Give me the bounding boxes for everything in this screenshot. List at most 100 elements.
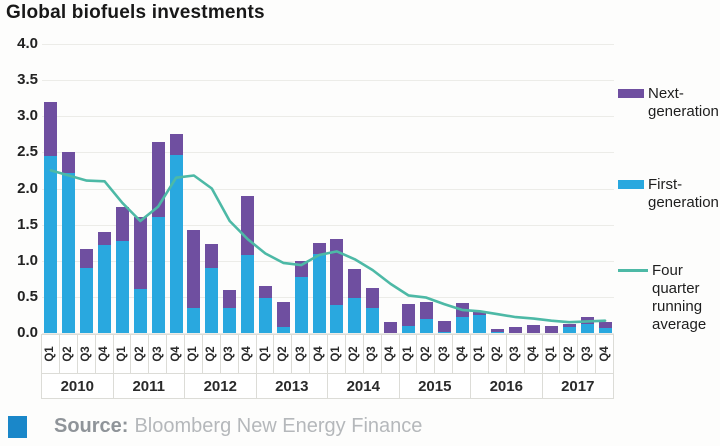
x-tick-q1-2015: Q1 [398, 334, 418, 374]
y-axis-tick-label: 3.0 [17, 107, 38, 125]
year-label-2016: 2016 [470, 373, 543, 399]
stacked-bar-q3-2015 [437, 321, 451, 333]
bar-segment-next-generation [330, 239, 344, 305]
bar-segment-first-generation [62, 173, 76, 333]
x-tick-label: Q2 [562, 346, 575, 362]
stacked-bar-q4-2017 [598, 322, 612, 333]
x-tick-label: Q4 [312, 346, 325, 362]
y-axis-tick-label: 0.5 [17, 287, 38, 305]
year-label-2012: 2012 [184, 373, 257, 399]
x-tick-label: Q2 [205, 346, 218, 362]
plot-area [42, 44, 614, 334]
stacked-bar-q2-2010 [62, 151, 76, 333]
stacked-bar-q3-2012 [223, 290, 237, 333]
x-tick-q4-2012: Q4 [237, 334, 257, 374]
x-tick-label: Q3 [80, 346, 93, 362]
x-tick-label: Q2 [62, 346, 75, 362]
x-tick-q3-2012: Q3 [219, 334, 239, 374]
x-tick-q1-2010: Q1 [41, 334, 60, 374]
bar-segment-next-generation [151, 141, 165, 218]
bar-segment-next-generation [437, 321, 451, 332]
bar-segment-first-generation [169, 155, 183, 333]
legend-item-first-generation: First-generation [618, 176, 720, 212]
bar-segment-next-generation [348, 269, 362, 299]
bar-segment-next-generation [258, 286, 272, 299]
bar-segment-next-generation [509, 326, 523, 333]
x-tick-q1-2016: Q1 [470, 334, 489, 374]
stacked-bar-q4-2013 [312, 243, 326, 333]
x-tick-q1-2014: Q1 [327, 334, 346, 374]
x-tick-label: Q3 [580, 346, 593, 362]
stacked-bar-q2-2011 [133, 217, 147, 333]
x-tick-label: Q4 [169, 346, 182, 362]
bar-segment-next-generation [473, 311, 487, 315]
bar-segment-first-generation [366, 308, 380, 333]
bar-segment-first-generation [205, 267, 219, 333]
bar-segment-next-generation [491, 328, 505, 332]
y-axis-tick-label: 1.0 [17, 251, 38, 269]
x-tick-label: Q3 [151, 346, 164, 362]
x-tick-q4-2014: Q4 [380, 334, 400, 374]
bar-segment-first-generation [223, 308, 237, 333]
bar-segment-next-generation [419, 301, 433, 319]
x-tick-label: Q3 [509, 346, 522, 362]
gridline [42, 80, 614, 82]
x-tick-label: Q3 [437, 346, 450, 362]
running-average-swatch-icon [618, 269, 648, 272]
bar-segment-first-generation [44, 156, 58, 333]
legend-label-running-average: Four quarter running average [652, 262, 707, 333]
stacked-bar-q1-2012 [187, 229, 201, 333]
x-tick-label: Q1 [44, 346, 57, 362]
chart-title: Global biofuels investments [6, 2, 265, 23]
bar-segment-next-generation [44, 101, 58, 156]
x-tick-label: Q1 [544, 346, 557, 362]
bar-segment-first-generation [80, 267, 94, 333]
bar-segment-first-generation [98, 244, 112, 333]
source-label: Source: [54, 415, 129, 437]
x-tick-q4-2013: Q4 [309, 334, 328, 374]
x-tick-q2-2015: Q2 [416, 334, 436, 374]
x-tick-q4-2016: Q4 [523, 334, 543, 374]
bar-segment-next-generation [366, 288, 380, 309]
gridline [42, 152, 614, 154]
x-tick-q3-2015: Q3 [434, 334, 454, 374]
x-tick-label: Q4 [598, 346, 611, 362]
x-tick-label: Q1 [187, 346, 200, 362]
bar-segment-first-generation [401, 325, 415, 333]
x-tick-label: Q1 [115, 346, 128, 362]
legend-item-next-generation: Next-generation [618, 85, 720, 121]
gridline [42, 260, 614, 262]
x-tick-label: Q4 [527, 346, 540, 362]
x-tick-label: Q4 [98, 346, 111, 362]
bar-segment-first-generation [151, 217, 165, 333]
bar-segment-first-generation [437, 331, 451, 333]
x-tick-q1-2012: Q1 [184, 334, 203, 374]
next-generation-swatch-icon [618, 89, 644, 98]
stacked-bar-q1-2014 [330, 239, 344, 333]
x-tick-q1-2011: Q1 [112, 334, 132, 374]
bar-segment-first-generation [598, 327, 612, 333]
stacked-bar-q1-2017 [544, 325, 558, 333]
bar-segment-next-generation [384, 322, 398, 333]
bar-segment-first-generation [115, 241, 129, 333]
bar-segment-next-generation [527, 325, 541, 333]
bar-segment-first-generation [491, 331, 505, 333]
legend-label-first-generation: First-generation [648, 176, 719, 211]
source-logo-square-icon [8, 415, 27, 438]
y-axis-tick-label: 4.0 [17, 35, 38, 52]
stacked-bar-q1-2010 [44, 101, 58, 333]
x-tick-q2-2016: Q2 [487, 334, 507, 374]
bar-segment-first-generation [187, 307, 201, 333]
x-tick-q4-2017: Q4 [595, 334, 614, 374]
x-axis-year-row: 2010 2011 2012 2013 2014 2015 2016 2017 [41, 373, 614, 399]
running-average-line [49, 169, 607, 324]
first-generation-swatch-icon [618, 180, 644, 189]
x-tick-label: Q2 [419, 346, 432, 362]
stacked-bar-q3-2010 [80, 249, 94, 333]
x-tick-q3-2013: Q3 [291, 334, 311, 374]
x-tick-label: Q4 [241, 346, 254, 362]
bar-segment-first-generation [562, 326, 576, 333]
stacked-bar-q2-2016 [491, 328, 505, 333]
x-tick-label: Q3 [223, 346, 236, 362]
x-tick-label: Q2 [348, 346, 361, 362]
